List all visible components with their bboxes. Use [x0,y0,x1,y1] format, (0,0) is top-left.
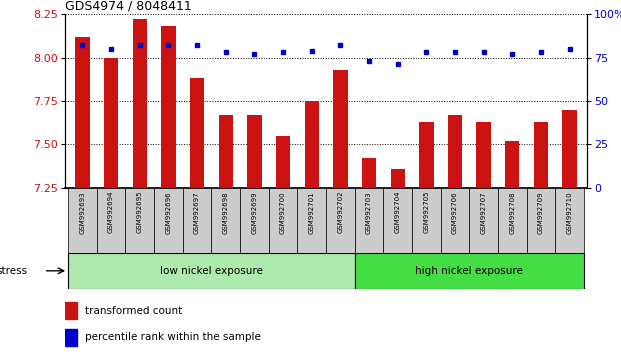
Text: GSM992698: GSM992698 [223,191,229,234]
FancyBboxPatch shape [240,188,269,253]
Text: GSM992696: GSM992696 [165,191,171,234]
FancyBboxPatch shape [355,253,584,289]
Text: GSM992697: GSM992697 [194,191,200,234]
FancyBboxPatch shape [183,188,211,253]
Bar [563,110,577,188]
Text: GSM992704: GSM992704 [395,191,401,233]
Bar [419,122,433,188]
FancyBboxPatch shape [555,188,584,253]
Bar [391,169,405,188]
Text: GSM992708: GSM992708 [509,191,515,234]
Text: high nickel exposure: high nickel exposure [415,266,524,276]
Bar [65,329,76,346]
Bar [476,122,491,188]
Text: GSM992707: GSM992707 [481,191,487,234]
FancyBboxPatch shape [68,188,97,253]
Bar [362,158,376,188]
Text: GSM992693: GSM992693 [79,191,86,234]
Bar [161,26,176,188]
FancyBboxPatch shape [154,188,183,253]
Text: GSM992709: GSM992709 [538,191,544,234]
Bar [219,115,233,188]
Text: percentile rank within the sample: percentile rank within the sample [85,332,261,342]
FancyBboxPatch shape [498,188,527,253]
Text: GSM992694: GSM992694 [108,191,114,233]
Bar [65,302,76,319]
FancyBboxPatch shape [383,188,412,253]
FancyBboxPatch shape [68,253,355,289]
Text: GSM992700: GSM992700 [280,191,286,234]
Text: GSM992699: GSM992699 [252,191,257,234]
FancyBboxPatch shape [441,188,469,253]
Bar [304,101,319,188]
Bar [75,37,89,188]
FancyBboxPatch shape [412,188,441,253]
FancyBboxPatch shape [97,188,125,253]
FancyBboxPatch shape [125,188,154,253]
Bar [104,58,118,188]
Text: GSM992706: GSM992706 [452,191,458,234]
Bar [534,122,548,188]
FancyBboxPatch shape [269,188,297,253]
FancyBboxPatch shape [326,188,355,253]
Bar [448,115,462,188]
FancyBboxPatch shape [469,188,498,253]
Text: GSM992702: GSM992702 [337,191,343,233]
Text: low nickel exposure: low nickel exposure [160,266,263,276]
FancyBboxPatch shape [297,188,326,253]
Bar [276,136,290,188]
Text: stress: stress [0,266,28,276]
FancyBboxPatch shape [355,188,383,253]
Bar [505,141,520,188]
Bar [333,70,348,188]
Bar [247,115,261,188]
Text: GSM992695: GSM992695 [137,191,143,233]
Text: GSM992710: GSM992710 [566,191,573,234]
FancyBboxPatch shape [211,188,240,253]
Text: GSM992703: GSM992703 [366,191,372,234]
Text: GDS4974 / 8048411: GDS4974 / 8048411 [65,0,192,13]
Text: transformed count: transformed count [85,306,183,316]
FancyBboxPatch shape [527,188,555,253]
Text: GSM992701: GSM992701 [309,191,315,234]
Bar [132,19,147,188]
Bar [190,78,204,188]
Text: GSM992705: GSM992705 [424,191,429,233]
